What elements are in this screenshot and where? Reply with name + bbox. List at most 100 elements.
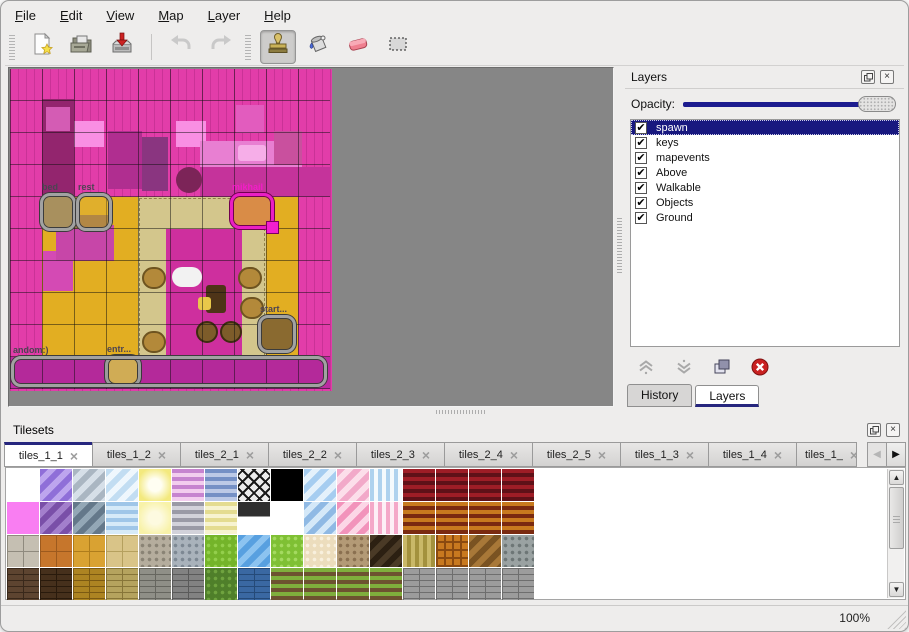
tileset-tile[interactable] <box>469 502 501 534</box>
tileset-tab-tiles_2_4[interactable]: tiles_2_4 × <box>444 442 533 467</box>
layer-visibility-checkbox[interactable]: ✔ <box>635 121 647 134</box>
tileset-tile[interactable] <box>403 469 435 501</box>
vertical-splitter-grip[interactable] <box>617 217 622 273</box>
tileset-tile[interactable] <box>40 535 72 567</box>
tileset-tile[interactable] <box>370 568 402 600</box>
map-object-andom[interactable]: andom:) <box>11 345 327 387</box>
tileset-tile[interactable] <box>73 469 105 501</box>
tileset-tile[interactable] <box>337 535 369 567</box>
tileset-tile[interactable] <box>271 469 303 501</box>
float-tilesets-button[interactable] <box>867 423 881 437</box>
tileset-tile[interactable] <box>469 535 501 567</box>
map-object-start[interactable]: start... <box>258 304 296 353</box>
menu-view[interactable]: View <box>106 7 135 23</box>
tileset-tile[interactable] <box>73 502 105 534</box>
tab-close-icon[interactable]: × <box>69 447 79 464</box>
tileset-tile[interactable] <box>172 502 204 534</box>
horizontal-splitter[interactable] <box>8 407 902 416</box>
tileset-tile[interactable] <box>238 469 270 501</box>
open-button[interactable] <box>64 30 100 64</box>
layer-visibility-checkbox[interactable]: ✔ <box>635 181 647 194</box>
tileset-tile[interactable] <box>40 469 72 501</box>
tileset-tile[interactable] <box>304 535 336 567</box>
layer-list[interactable]: ✔ spawn ✔ keys ✔ mapevents ✔ Above ✔ Walkable ✔ Obj… <box>630 119 900 347</box>
eraser-tool-button[interactable] <box>340 30 376 64</box>
tab-close-icon[interactable]: × <box>157 446 167 463</box>
tileset-tab-tiles_2_3[interactable]: tiles_2_3 × <box>356 442 445 467</box>
tileset-tile[interactable] <box>172 469 204 501</box>
tileset-tile[interactable] <box>40 568 72 600</box>
tileset-tab-tiles_1_1[interactable]: tiles_1_1 × <box>4 442 93 467</box>
layer-row-Above[interactable]: ✔ Above <box>631 165 899 180</box>
map-content[interactable]: bed rest mikhail start... entr... andom:) <box>10 69 332 391</box>
menu-file[interactable]: File <box>15 7 36 23</box>
tileset-tile[interactable] <box>370 502 402 534</box>
fill-tool-button[interactable] <box>300 30 336 64</box>
opacity-slider-track[interactable] <box>683 101 894 107</box>
menu-edit[interactable]: Edit <box>59 7 83 23</box>
map-viewport[interactable]: bed rest mikhail start... entr... andom:) <box>8 67 614 407</box>
tab-close-icon[interactable]: × <box>685 446 695 463</box>
tileset-tile[interactable] <box>7 502 39 534</box>
close-panel-button[interactable]: × <box>880 70 894 84</box>
tileset-tile[interactable] <box>337 568 369 600</box>
tileset-tile[interactable] <box>304 568 336 600</box>
tileset-tile[interactable] <box>370 535 402 567</box>
tileset-tile[interactable] <box>436 502 468 534</box>
tileset-tile[interactable] <box>502 502 534 534</box>
scroll-down-button[interactable]: ▼ <box>889 582 904 597</box>
tileset-tile[interactable] <box>172 535 204 567</box>
layer-row-mapevents[interactable]: ✔ mapevents <box>631 150 899 165</box>
tileset-tile[interactable] <box>469 469 501 501</box>
tileset-tile[interactable] <box>172 568 204 600</box>
tileset-tile[interactable] <box>403 535 435 567</box>
tileset-tile[interactable] <box>436 535 468 567</box>
scroll-up-button[interactable]: ▲ <box>889 470 904 485</box>
toolbar-drag-handle[interactable] <box>9 33 15 60</box>
layer-row-Ground[interactable]: ✔ Ground <box>631 210 899 225</box>
tileset-tile[interactable] <box>403 568 435 600</box>
lower-layer-button[interactable] <box>671 355 697 379</box>
map-object-rest[interactable]: rest <box>76 182 112 231</box>
save-button[interactable] <box>104 30 140 64</box>
scrollbar-thumb[interactable] <box>889 487 904 549</box>
float-panel-button[interactable] <box>861 70 875 84</box>
tileset-tile[interactable] <box>370 469 402 501</box>
opacity-slider[interactable] <box>683 95 896 113</box>
layer-row-Objects[interactable]: ✔ Objects <box>631 195 899 210</box>
tileset-tile[interactable] <box>238 502 270 534</box>
tileset-tab-tiles_1_4[interactable]: tiles_1_4 × <box>708 442 797 467</box>
layer-row-spawn[interactable]: ✔ spawn <box>631 120 899 135</box>
tileset-tile[interactable] <box>106 502 138 534</box>
scroll-tabs-right-button[interactable]: ▶ <box>886 442 906 467</box>
tileset-tile[interactable] <box>502 568 534 600</box>
raise-layer-button[interactable] <box>633 355 659 379</box>
tab-close-icon[interactable]: × <box>850 448 856 462</box>
new-file-button[interactable] <box>24 30 60 64</box>
tab-close-icon[interactable]: × <box>333 446 343 463</box>
tab-close-icon[interactable]: × <box>421 446 431 463</box>
tileset-tile[interactable] <box>238 535 270 567</box>
scroll-tabs-left-button[interactable]: ◀ <box>867 442 887 467</box>
tileset-tile[interactable] <box>403 502 435 534</box>
tileset-tile[interactable] <box>139 469 171 501</box>
tileset-tile[interactable] <box>304 469 336 501</box>
tileset-tile[interactable] <box>7 469 39 501</box>
dock-tab-history[interactable]: History <box>627 384 693 407</box>
tileset-tab-tiles_2_1[interactable]: tiles_2_1 × <box>180 442 269 467</box>
vertical-splitter[interactable] <box>615 67 625 407</box>
layer-visibility-checkbox[interactable]: ✔ <box>635 166 647 179</box>
tileset-tab-tiles_2_2[interactable]: tiles_2_2 × <box>268 442 357 467</box>
menu-map[interactable]: Map <box>158 7 184 23</box>
opacity-slider-handle[interactable] <box>858 95 896 112</box>
layer-visibility-checkbox[interactable]: ✔ <box>635 136 647 149</box>
stamp-tool-button[interactable] <box>260 29 296 64</box>
tileset-tile[interactable] <box>139 568 171 600</box>
tab-close-icon[interactable]: × <box>597 446 607 463</box>
layer-row-Walkable[interactable]: ✔ Walkable <box>631 180 899 195</box>
menu-help[interactable]: Help <box>264 7 291 23</box>
delete-layer-button[interactable] <box>747 355 773 379</box>
tileset-tile[interactable] <box>436 469 468 501</box>
tileset-view[interactable]: ▲ ▼ <box>5 467 906 600</box>
tileset-tile[interactable] <box>106 469 138 501</box>
